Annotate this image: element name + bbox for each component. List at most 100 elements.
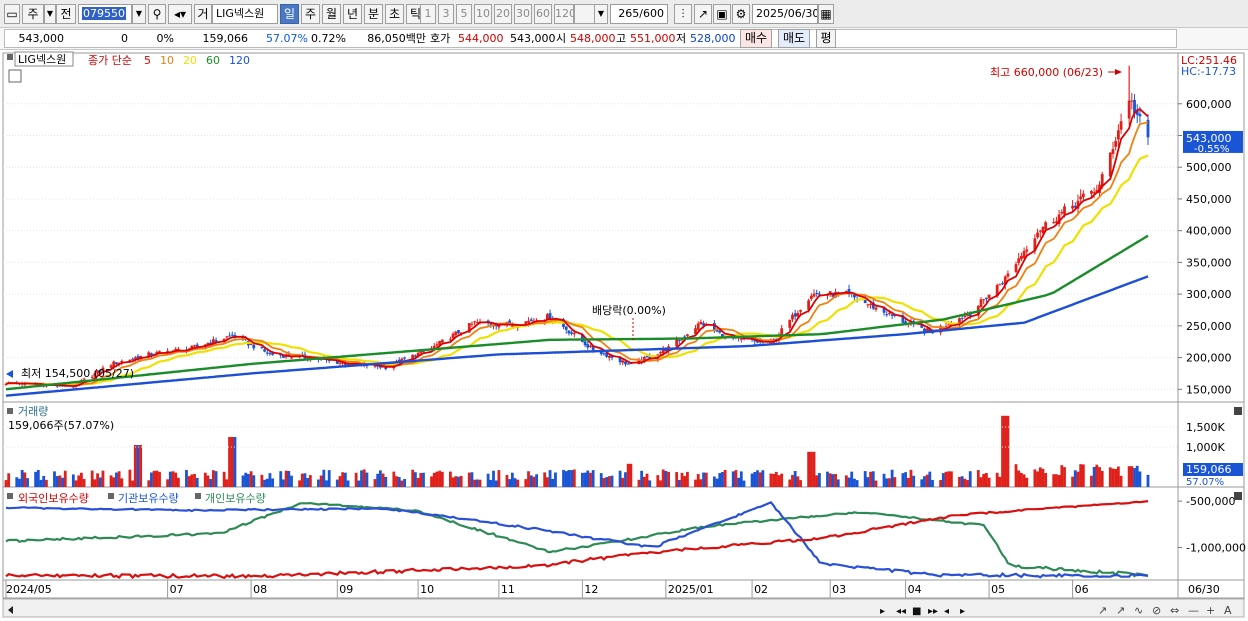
interval-button-3[interactable]: 3: [438, 4, 454, 24]
volume-bar: [890, 469, 894, 487]
prefix-select[interactable]: 전: [56, 4, 76, 24]
interval-button-120[interactable]: 120: [554, 4, 574, 24]
candle-body: [591, 345, 595, 350]
volume-bar: [648, 480, 652, 487]
count-field[interactable]: 265/600: [610, 4, 668, 24]
volume-bar: [211, 470, 215, 487]
candle-body: [290, 357, 293, 359]
timeframe-button-2[interactable]: 월: [322, 4, 341, 24]
calendar-icon[interactable]: ▦: [818, 4, 834, 24]
timeframe-button-0[interactable]: 일: [280, 4, 299, 24]
timeframe-button-4[interactable]: 분: [364, 4, 383, 24]
volume-bar: [327, 470, 331, 487]
tool-icon-7: A: [1224, 604, 1232, 617]
volume-bar: [1006, 415, 1010, 487]
scroll-control-icon-5: ▸: [960, 606, 965, 617]
candle-body: [449, 339, 452, 341]
chevron-down-icon[interactable]: ▼: [44, 4, 56, 24]
volume-bar: [459, 475, 463, 487]
period-select[interactable]: 주: [22, 4, 44, 24]
volume-bar: [718, 473, 722, 487]
stock-name-field[interactable]: LIG넥스원: [212, 4, 278, 24]
candle-body: [241, 337, 245, 339]
volume-bar: [570, 470, 574, 487]
timeframe-button-1[interactable]: 주: [301, 4, 320, 24]
volume-bar: [963, 478, 967, 487]
candle-body: [190, 345, 194, 349]
x-label-6: 12: [584, 583, 598, 596]
gear-icon[interactable]: ⚙: [732, 4, 750, 24]
volume-bar: [244, 472, 248, 487]
draw-line-icon[interactable]: ↗: [694, 4, 712, 24]
speaker-icon[interactable]: ◂▾: [168, 4, 192, 24]
volume-bar: [610, 475, 614, 487]
volume-tick-label-0: 1,500K: [1186, 421, 1225, 434]
interval-button-30[interactable]: 30: [514, 4, 532, 24]
exchange-button[interactable]: 거: [194, 4, 212, 24]
candle-body: [683, 336, 687, 338]
candle-body: [661, 349, 665, 354]
trade-amount: 86,050백만: [367, 32, 426, 45]
volume-bar: [758, 472, 762, 487]
candle-body: [1041, 226, 1045, 234]
volume-bar: [45, 479, 48, 487]
candle-body: [696, 323, 700, 330]
interval-button-5[interactable]: 5: [456, 4, 472, 24]
candle-body: [645, 355, 649, 357]
volume-bar: [605, 477, 609, 487]
volume-bar: [494, 480, 498, 487]
interval-button-1[interactable]: 1: [420, 4, 436, 24]
avg-button[interactable]: 평: [816, 29, 836, 48]
volume-bar: [1036, 471, 1039, 487]
candle-body: [963, 315, 967, 318]
candle-body: [230, 334, 234, 336]
volume-bar: [1146, 474, 1150, 487]
candle-type-icon[interactable]: ⫶: [674, 4, 692, 24]
volume-bar: [712, 476, 716, 487]
interval-button-10[interactable]: 10: [474, 4, 492, 24]
volume-bar: [987, 477, 991, 487]
volume-bar: [675, 472, 679, 487]
price-tick-label-6: 300,000: [1186, 288, 1232, 301]
search-icon[interactable]: ⚲: [148, 4, 166, 24]
volume-bar: [155, 470, 159, 487]
volume-bar: [282, 479, 285, 487]
code-dropdown-icon[interactable]: ▼: [132, 4, 146, 24]
candle-body: [847, 288, 851, 294]
volume-bar: [966, 480, 969, 487]
volume-bar: [413, 472, 417, 487]
volume-bar: [486, 473, 490, 487]
date-field[interactable]: 2025/06/30: [752, 4, 818, 24]
buy-button[interactable]: 매수: [740, 29, 772, 48]
volume-bar: [734, 470, 738, 487]
volume-bar: [71, 474, 75, 487]
sell-button[interactable]: 매도: [778, 29, 810, 48]
candle-body: [583, 341, 587, 346]
volume-bar: [548, 470, 552, 487]
volume-bar: [233, 437, 237, 487]
volume-bar: [362, 469, 366, 487]
candle-body: [968, 314, 972, 317]
window-menu-icon[interactable]: ▭: [4, 4, 20, 24]
stock-code-input[interactable]: 079550: [78, 4, 132, 24]
volume-bar: [527, 471, 530, 487]
candle-body: [96, 370, 99, 374]
candle-body: [249, 343, 253, 345]
timeframe-button-5[interactable]: 초: [385, 4, 404, 24]
save-icon[interactable]: ▣: [713, 4, 731, 24]
candle-body: [510, 325, 514, 327]
candle-body: [147, 352, 151, 358]
open-label: 시: [556, 32, 567, 45]
blank-chevron-icon[interactable]: ▼: [594, 4, 608, 24]
interval-button-20[interactable]: 20: [494, 4, 512, 24]
volume-bar: [80, 472, 83, 487]
volume-bar: [828, 473, 832, 487]
volume-bar: [885, 478, 889, 487]
timeframe-button-3[interactable]: 년: [343, 4, 362, 24]
candle-body: [457, 330, 460, 334]
price-tick-label-9: 150,000: [1186, 383, 1232, 396]
interval-button-60[interactable]: 60: [534, 4, 552, 24]
candle-body: [435, 344, 439, 346]
volume-bar: [788, 479, 792, 487]
candle-body: [211, 339, 215, 345]
